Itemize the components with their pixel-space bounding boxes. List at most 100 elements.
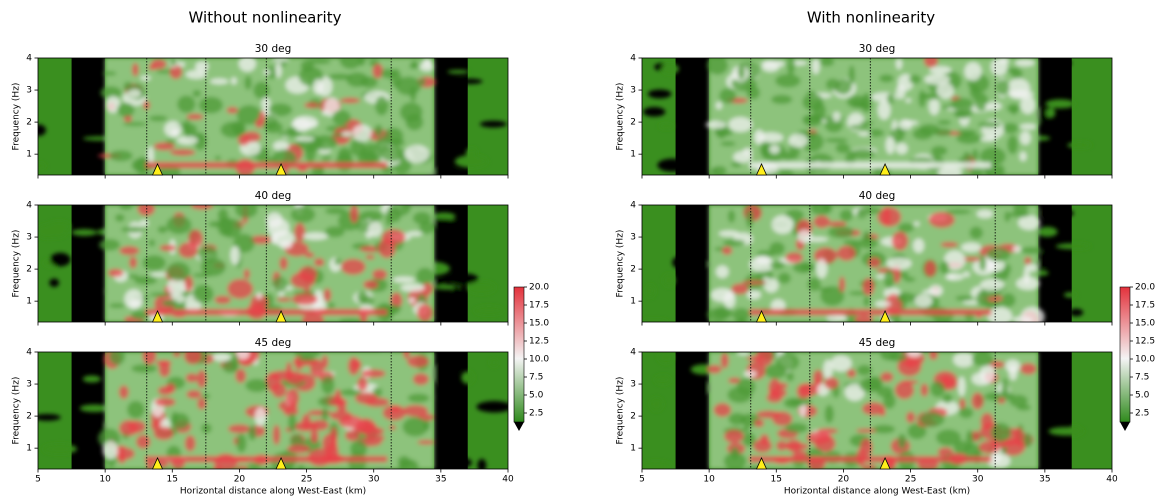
blob — [746, 355, 767, 362]
blob — [416, 267, 434, 285]
blob — [310, 359, 324, 378]
blob — [124, 289, 144, 309]
x-tick-label: 5 — [639, 475, 645, 485]
frame — [37, 57, 509, 176]
blob — [863, 295, 870, 307]
blob — [764, 364, 787, 379]
blob — [198, 96, 223, 114]
blob — [931, 145, 948, 156]
blob — [788, 133, 809, 148]
blob — [357, 376, 368, 391]
blob — [412, 373, 429, 386]
blob — [824, 137, 849, 143]
blob — [248, 425, 257, 441]
blob — [301, 413, 312, 431]
blob — [376, 435, 385, 441]
dark-patch — [71, 229, 98, 236]
dark-patch — [647, 89, 672, 99]
station — [879, 310, 891, 323]
blob — [188, 229, 203, 248]
blob — [1018, 215, 1041, 231]
blob — [707, 307, 729, 322]
low-band — [145, 456, 388, 463]
blob — [830, 355, 852, 372]
blob — [895, 58, 903, 70]
blob — [214, 155, 222, 161]
dark-patch — [431, 365, 460, 373]
dark-patch — [466, 281, 496, 294]
cbar-tick-label: 5.0 — [1135, 391, 1150, 401]
cbar-tick-label: 2.5 — [529, 409, 543, 419]
blob — [1019, 123, 1037, 130]
blob — [724, 429, 744, 443]
blob — [337, 147, 352, 164]
dark-patch — [1069, 308, 1084, 317]
blob — [945, 273, 964, 281]
blob — [130, 310, 150, 320]
y-label: Frequency (Hz) — [616, 377, 626, 445]
blob — [792, 261, 813, 274]
x-tick-label: 40 — [1106, 475, 1118, 485]
blob — [295, 136, 316, 142]
blob — [238, 58, 257, 72]
blob — [169, 64, 183, 79]
blob — [165, 383, 176, 394]
cbar-tick-label: 12.5 — [1135, 337, 1155, 347]
x-label: Horizontal distance along West-East (km) — [784, 487, 970, 497]
blob — [171, 128, 180, 137]
texture — [38, 205, 504, 322]
blob — [119, 246, 140, 256]
dark-patch — [1063, 292, 1077, 298]
blob — [185, 373, 199, 383]
blob — [707, 58, 728, 75]
blob — [236, 105, 262, 125]
blob — [419, 78, 426, 86]
station — [275, 457, 287, 470]
blob — [993, 391, 1015, 401]
blob — [332, 109, 351, 126]
x-tick-label: 20 — [838, 475, 850, 485]
blob — [236, 433, 247, 453]
blob — [339, 58, 362, 69]
y-tick-label: 3 — [630, 233, 636, 243]
blob — [334, 257, 342, 266]
heatmap — [38, 205, 508, 322]
blob — [272, 276, 288, 293]
blob — [404, 145, 430, 164]
blob — [894, 381, 914, 400]
blob — [824, 377, 839, 390]
blob — [143, 101, 151, 110]
y-tick-label: 2 — [26, 118, 32, 128]
blob — [730, 161, 743, 168]
blob — [879, 74, 894, 83]
station — [151, 163, 164, 176]
blob — [906, 352, 922, 358]
blob — [201, 423, 212, 434]
blob — [310, 419, 329, 431]
blob — [713, 403, 732, 417]
x-tick-label: 15 — [167, 475, 178, 485]
blob — [276, 297, 292, 302]
blob — [905, 98, 912, 103]
blob — [123, 81, 133, 92]
frame — [641, 204, 1113, 323]
blob — [954, 109, 969, 118]
blob — [715, 265, 729, 279]
y-tick-label: 3 — [26, 86, 32, 96]
low-band — [749, 309, 992, 316]
blob — [288, 413, 297, 432]
texture — [643, 58, 1092, 175]
blob — [192, 89, 202, 98]
blob — [745, 209, 754, 229]
blob — [352, 124, 372, 142]
blob — [279, 256, 288, 270]
blob — [742, 432, 756, 447]
blob — [339, 318, 363, 322]
blob — [920, 383, 929, 397]
blob — [169, 149, 196, 156]
blob — [807, 277, 821, 292]
blob — [296, 465, 306, 469]
blob — [342, 416, 352, 422]
blob — [837, 245, 856, 261]
blob — [874, 300, 891, 308]
